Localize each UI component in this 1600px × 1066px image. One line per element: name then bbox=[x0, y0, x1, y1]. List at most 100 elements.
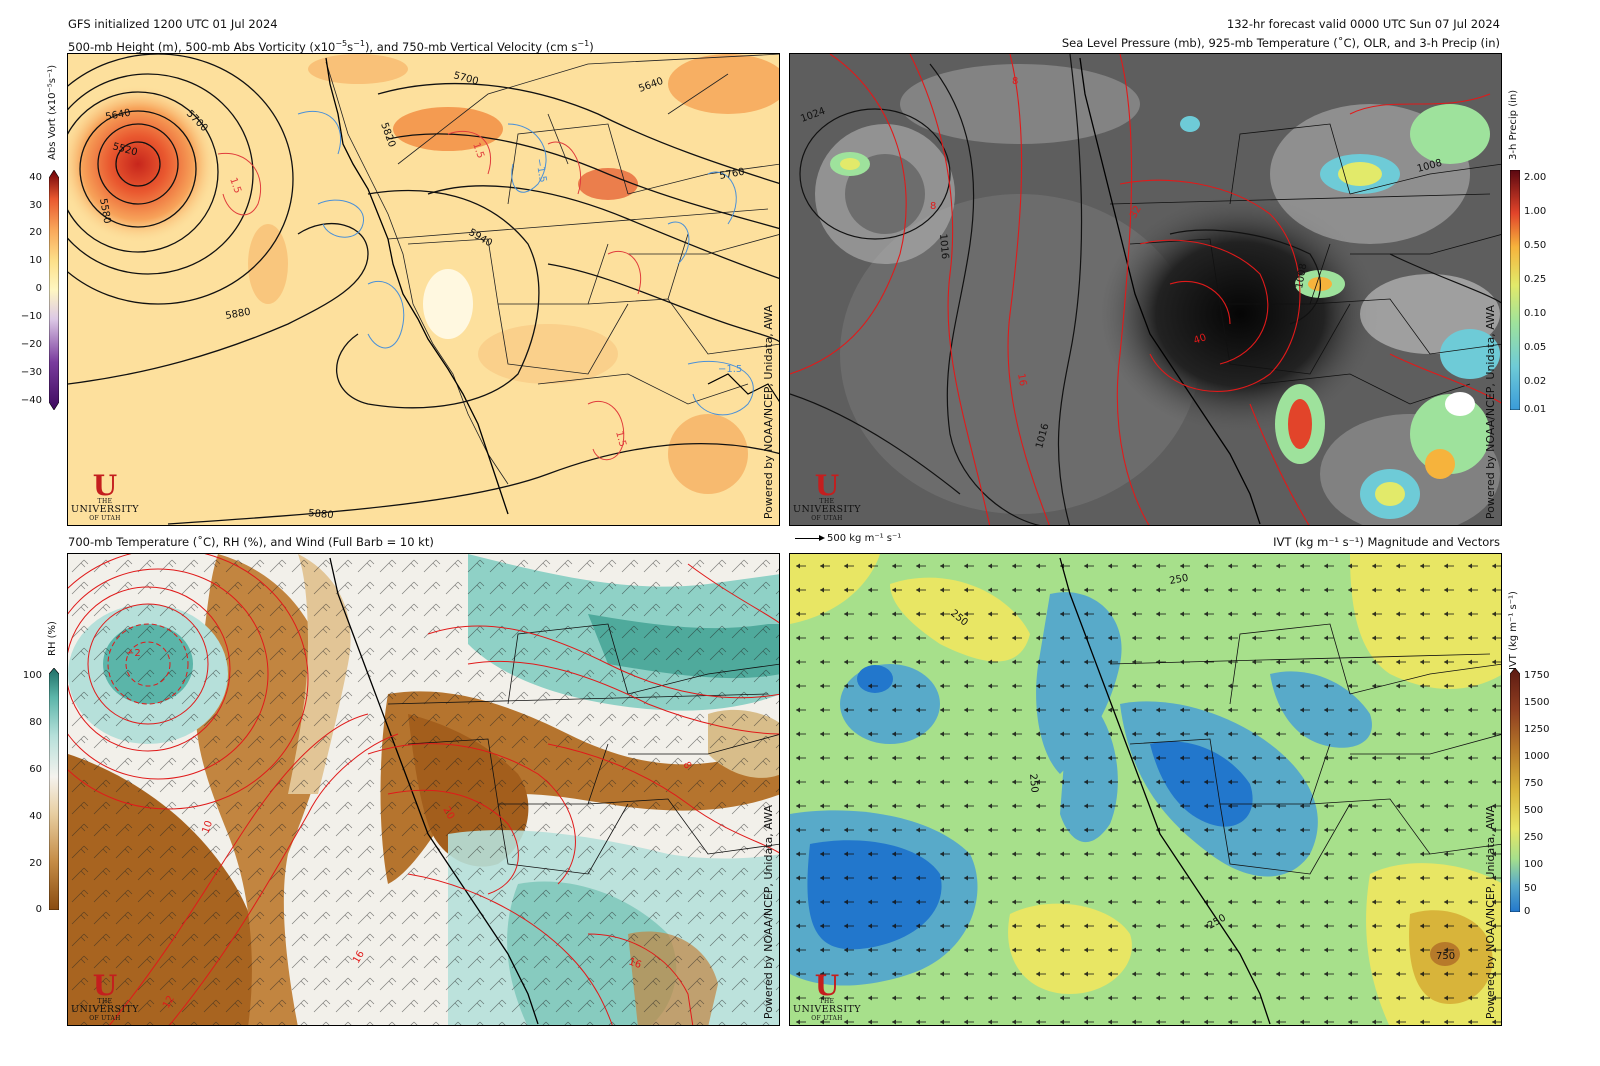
colorbar-tick: 20 bbox=[29, 858, 42, 869]
colorbar-tick: 30 bbox=[29, 200, 42, 211]
init-header: GFS initialized 1200 UTC 01 Jul 2024 500… bbox=[68, 15, 594, 57]
init-line: GFS initialized 1200 UTC 01 Jul 2024 bbox=[68, 17, 278, 31]
coastline bbox=[325, 57, 509, 515]
pressure-label: 1008 bbox=[1294, 263, 1309, 290]
colorbar-tick: 40 bbox=[29, 811, 42, 822]
political-borders bbox=[1109, 123, 1501, 405]
bottom-right-title: IVT (kg m⁻¹ s⁻¹) Magnitude and Vectors bbox=[1273, 535, 1500, 549]
omega-label: −1.5 bbox=[718, 364, 742, 375]
colorbar-tick: 50 bbox=[1524, 883, 1537, 894]
university-logo: U THE UNIVERSITY OF UTAH bbox=[793, 469, 861, 523]
data-credit: Powered by NOAA/NCEP, Unidata, AWA bbox=[1484, 804, 1497, 1019]
colorbar-tick: 100 bbox=[1524, 859, 1544, 870]
coastline bbox=[1079, 57, 1261, 525]
temp-label: 8 bbox=[930, 201, 936, 212]
ivt-label: 250 bbox=[1027, 773, 1040, 793]
rh-colorbar-title: RH (%) bbox=[47, 621, 58, 656]
colorbar-tick: 0 bbox=[1524, 906, 1531, 917]
height-label: 5880 bbox=[308, 508, 334, 521]
vorticity-colorbar-gradient bbox=[49, 170, 59, 410]
temp-label: 40 bbox=[1192, 332, 1208, 347]
height-label: 5640 bbox=[105, 108, 132, 123]
coastline bbox=[1059, 557, 1271, 1025]
data-credit: Powered by NOAA/NCEP, Unidata, AWA bbox=[1484, 304, 1497, 519]
colorbar-tick: 0.10 bbox=[1524, 308, 1547, 319]
map-slp-canvas: 1024 1016 1016 1008 1008 8 8 16 32 40 bbox=[790, 54, 1501, 525]
colorbar-tick: 2.00 bbox=[1524, 172, 1547, 183]
colorbar-tick: 80 bbox=[29, 717, 42, 728]
map-500mb-canvas: 5700 5640 5640 5520 5700 5580 5820 5760 … bbox=[68, 54, 779, 525]
ivt-colorbar-gradient bbox=[1510, 668, 1520, 912]
colorbar-tick: 60 bbox=[29, 764, 42, 775]
precip-colorbar-gradient bbox=[1510, 170, 1520, 410]
map-700mb-canvas: −2 10 12 16 20 16 8 bbox=[68, 554, 779, 1025]
vorticity-shading bbox=[68, 54, 779, 494]
university-logo: U THE UNIVERSITY OF UTAH bbox=[793, 969, 861, 1023]
map-panel-slp: 1024 1016 1016 1008 1008 8 8 16 32 40 U … bbox=[789, 53, 1502, 526]
temperature-contours bbox=[790, 54, 1501, 525]
colorbar-tick: 0 bbox=[35, 283, 42, 294]
map-ivt-canvas: 250 250 250 250 750 bbox=[790, 554, 1501, 1025]
valid-header: 132-hr forecast valid 0000 UTC Sun 07 Ju… bbox=[1062, 15, 1500, 53]
top-right-title: Sea Level Pressure (mb), 925-mb Temperat… bbox=[1061, 36, 1500, 50]
map-panel-ivt: 250 250 250 250 750 U THE UNIVERSITY OF … bbox=[789, 553, 1502, 1026]
height-label: 5760 bbox=[719, 167, 746, 182]
university-logo: U THE UNIVERSITY OF UTAH bbox=[71, 469, 139, 523]
temp-label: 16 bbox=[627, 956, 643, 971]
reference-vector: 500 kg m⁻¹ s⁻¹ bbox=[795, 533, 901, 544]
colorbar-tick: 1250 bbox=[1524, 724, 1550, 735]
omega-label: 1.5 bbox=[227, 176, 243, 195]
vertical-velocity-contours bbox=[217, 110, 754, 461]
coastline bbox=[329, 557, 539, 1025]
colorbar-tick: 1750 bbox=[1524, 670, 1550, 681]
height-label: 5880 bbox=[225, 307, 252, 322]
political-borders bbox=[325, 54, 779, 485]
colorbar-tick: 500 bbox=[1524, 805, 1544, 816]
precip-colorbar-title: 3-h Precip (in) bbox=[1508, 89, 1519, 160]
colorbar-tick: −20 bbox=[20, 339, 42, 350]
map-panel-500mb: 5700 5640 5640 5520 5700 5580 5820 5760 … bbox=[67, 53, 780, 526]
omega-label: 1.5 bbox=[613, 430, 628, 448]
valid-line: 132-hr forecast valid 0000 UTC Sun 07 Ju… bbox=[1226, 17, 1500, 31]
precip-shading bbox=[830, 104, 1500, 519]
colorbar-tick: −40 bbox=[20, 395, 42, 406]
colorbar-tick: 0.02 bbox=[1524, 376, 1547, 387]
data-credit: Powered by NOAA/NCEP, Unidata, AWA bbox=[762, 304, 775, 519]
bottom-left-title: 700-mb Temperature (˚C), RH (%), and Win… bbox=[68, 535, 434, 549]
political-borders bbox=[1109, 623, 1501, 875]
slp-contours bbox=[790, 54, 1501, 525]
colorbar-tick: −10 bbox=[20, 311, 42, 322]
temp-label: 10 bbox=[200, 819, 215, 835]
university-logo: U THE UNIVERSITY OF UTAH bbox=[71, 969, 139, 1023]
colorbar-tick: 0 bbox=[35, 904, 42, 915]
omega-label: −1.5 bbox=[533, 158, 548, 184]
reference-vector-label: 500 kg m⁻¹ s⁻¹ bbox=[827, 533, 902, 544]
colorbar-tick: 0.25 bbox=[1524, 274, 1547, 285]
political-borders bbox=[387, 623, 779, 875]
colorbar-tick: 100 bbox=[22, 670, 42, 681]
ivt-label: 250 bbox=[1169, 573, 1190, 587]
temperature-contours-700 bbox=[68, 554, 779, 1025]
colorbar-tick: 0.05 bbox=[1524, 342, 1547, 353]
ivt-label: 750 bbox=[1436, 951, 1455, 962]
pressure-label: 1016 bbox=[937, 233, 950, 259]
temp-label: 8 bbox=[1012, 76, 1018, 87]
map-panel-700mb: −2 10 12 16 20 16 8 U THE UNIVERSITY OF … bbox=[67, 553, 780, 1026]
colorbar-tick: 1000 bbox=[1524, 751, 1550, 762]
temp-label: −2 bbox=[126, 648, 141, 659]
colorbar-tick: 20 bbox=[29, 227, 42, 238]
colorbar-tick: 750 bbox=[1524, 778, 1544, 789]
ivt-colorbar-title: IVT (kg m⁻¹ s⁻¹) bbox=[1508, 591, 1519, 670]
colorbar-tick: 10 bbox=[29, 255, 42, 266]
colorbar-tick: 0.01 bbox=[1524, 404, 1547, 415]
height-label: 5580 bbox=[97, 198, 112, 225]
temp-label: 16 bbox=[1015, 373, 1028, 387]
omega-label: 1.5 bbox=[470, 141, 486, 160]
rh-colorbar-gradient bbox=[49, 668, 59, 910]
colorbar-tick: 250 bbox=[1524, 832, 1544, 843]
colorbar-tick: 40 bbox=[29, 172, 42, 183]
reference-arrow-icon bbox=[795, 534, 825, 542]
height-contours bbox=[68, 54, 779, 525]
colorbar-tick: 0.50 bbox=[1524, 240, 1547, 251]
colorbar-tick: 1.00 bbox=[1524, 206, 1547, 217]
